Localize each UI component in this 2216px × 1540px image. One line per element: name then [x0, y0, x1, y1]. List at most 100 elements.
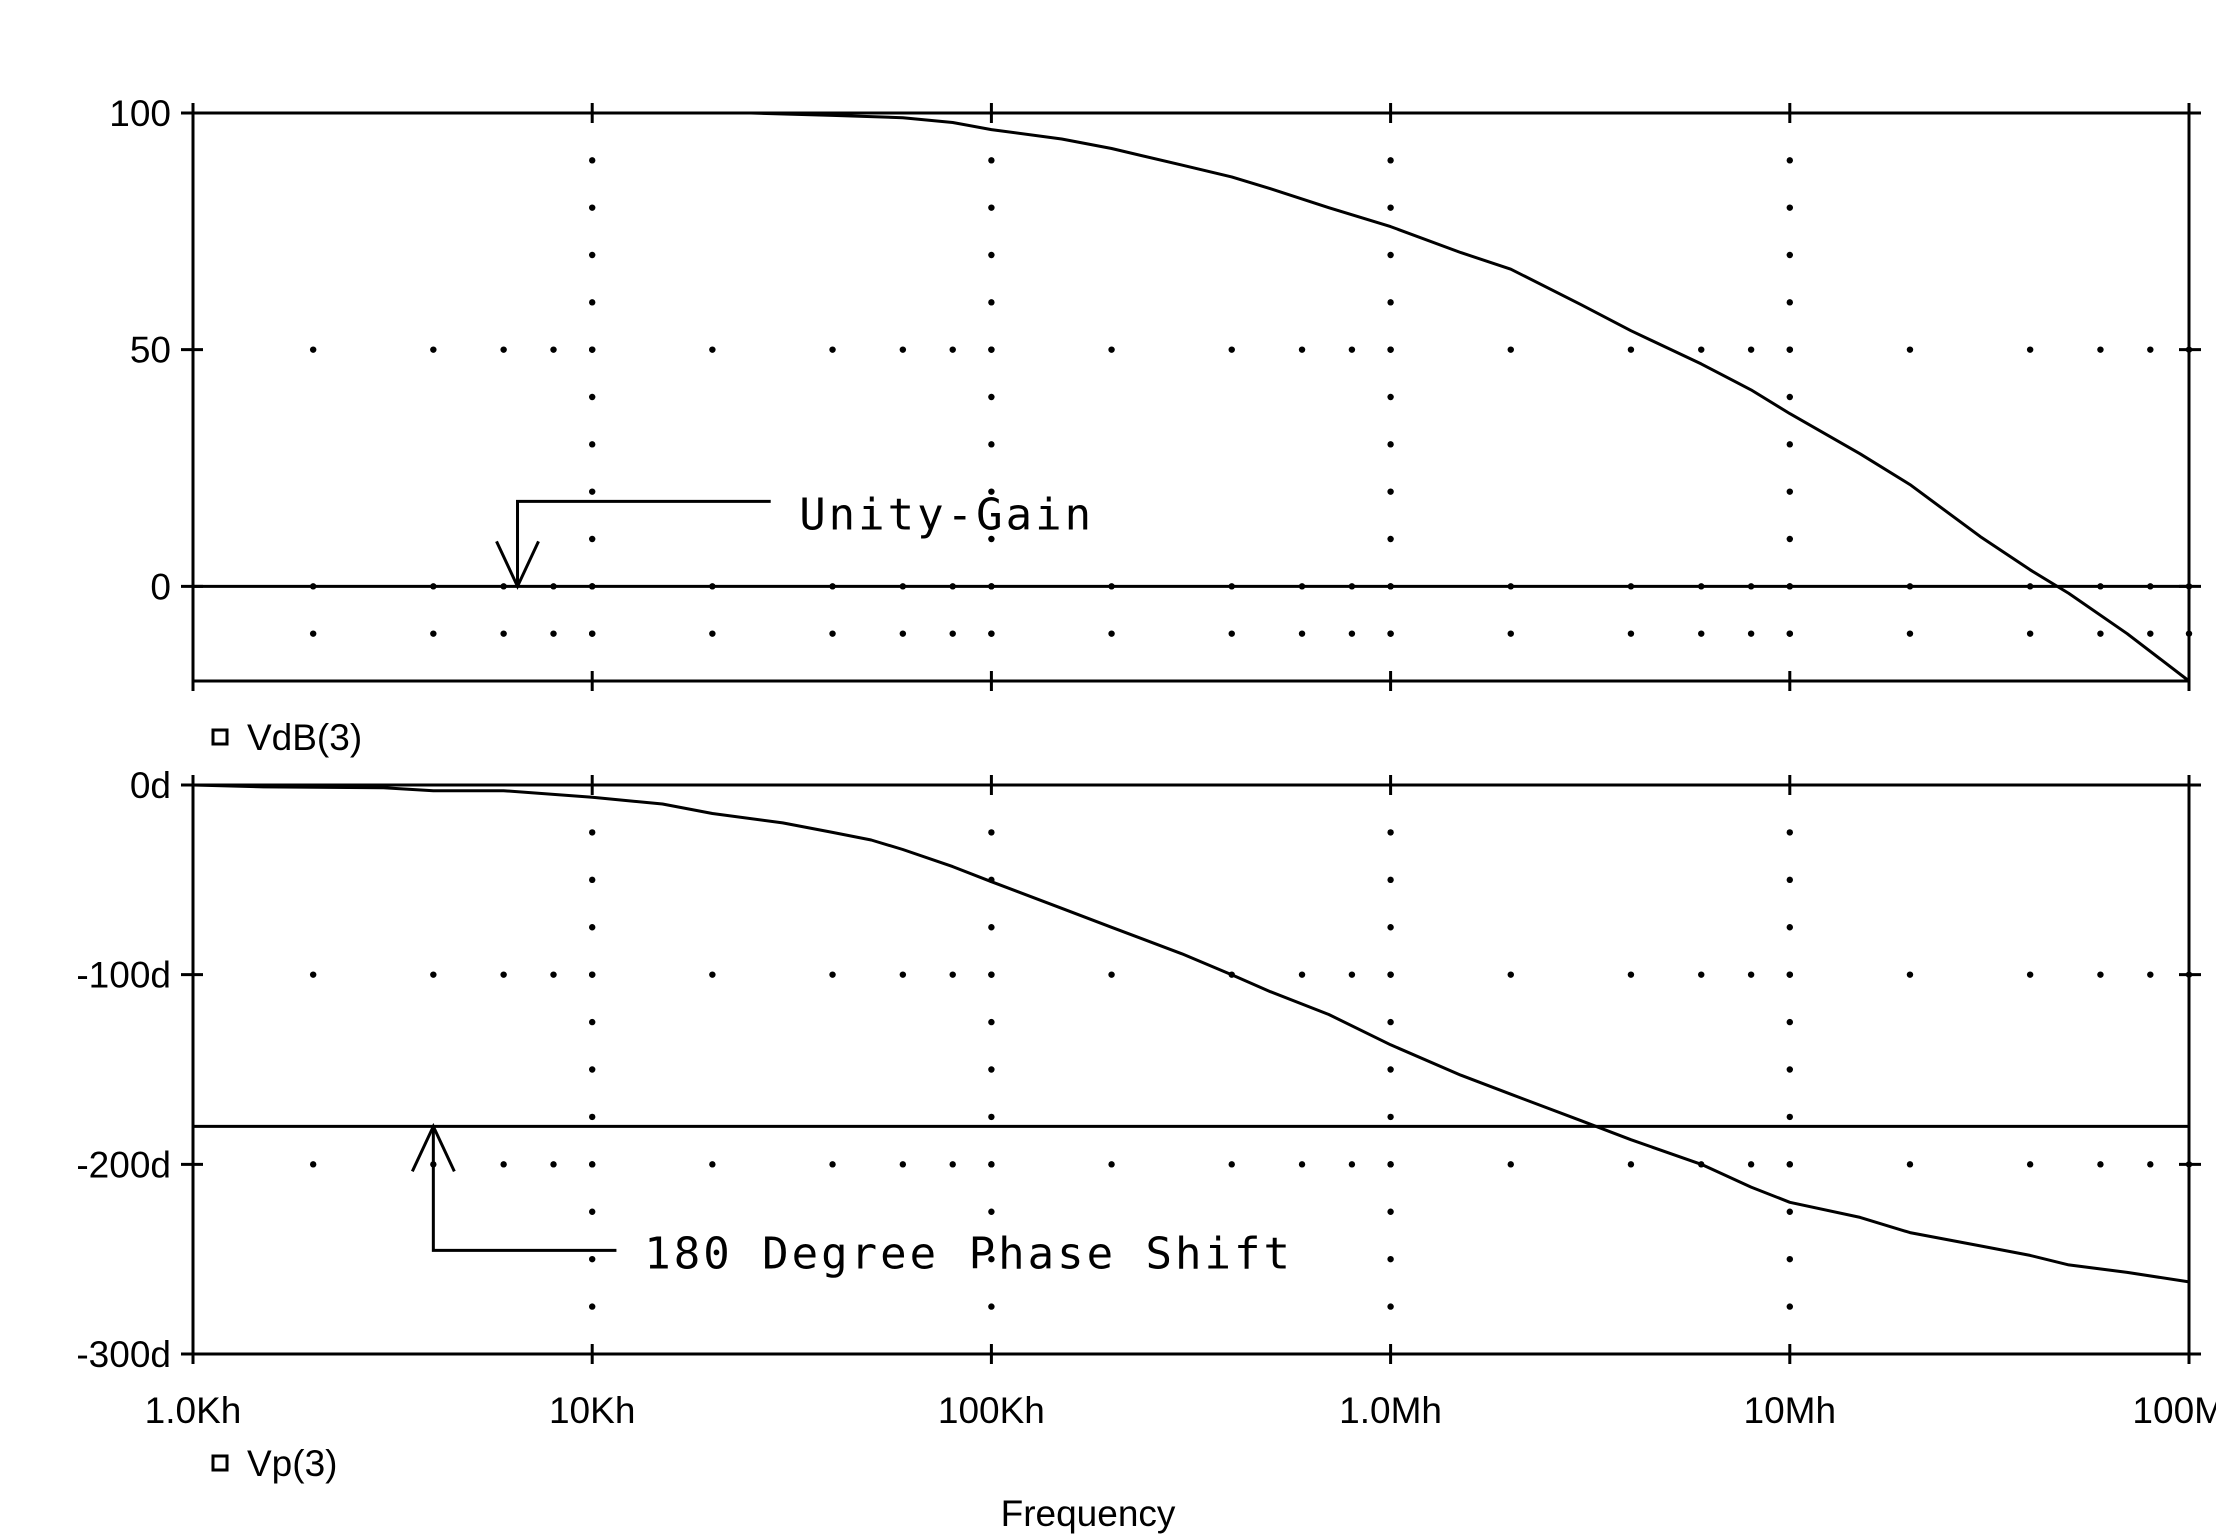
phase-grid-dot	[1786, 1018, 1794, 1026]
phase-grid-dot	[550, 971, 557, 978]
phase-y-tick-label: -200d	[76, 1144, 171, 1185]
unity-gain-annotation: Unity-Gain	[495, 489, 1094, 590]
gain-grid-dot	[1786, 630, 1794, 637]
phase-grid-dot	[1786, 1208, 1794, 1215]
phase-grid-dot	[589, 924, 596, 931]
gain-grid-dot	[1387, 535, 1394, 543]
x-tick-label: 1.0Mh	[1339, 1390, 1442, 1431]
phase-grid-dot	[1507, 1161, 1514, 1168]
phase-grid-dot	[589, 829, 596, 836]
phase-grid-dot	[829, 1161, 836, 1168]
gain-y-tick-label: 0	[150, 566, 171, 607]
unity-gain-label: Unity-Gain	[799, 489, 1094, 540]
phase-grid-dot	[1786, 1303, 1794, 1310]
phase-grid-dot	[1387, 971, 1394, 978]
phase-grid-dot	[589, 1208, 596, 1215]
phase-shift-label: 180 Degree Phase Shift	[644, 1228, 1293, 1279]
phase-grid-dot	[1698, 971, 1705, 978]
gain-grid-dot	[1387, 488, 1394, 495]
gain-grid-dot	[1387, 346, 1394, 353]
gain-grid-dot	[899, 346, 907, 353]
phase-grid-dot	[589, 1113, 596, 1121]
phase-grid-dot	[988, 1161, 995, 1168]
gain-grid-dot	[2185, 630, 2193, 637]
phase-grid-dot	[988, 1208, 995, 1215]
phase-grid-dot	[1627, 971, 1635, 978]
gain-y-tick-label: 100	[109, 93, 171, 134]
gain-grid-dot	[988, 204, 995, 211]
unity-gain-arrowhead	[495, 540, 540, 590]
gain-grid-dot	[309, 346, 317, 353]
gain-grid-dot	[1228, 346, 1235, 353]
gain-grid-dot	[589, 630, 596, 637]
gain-grid-dot	[589, 488, 596, 495]
phase-grid-dot	[589, 1255, 596, 1263]
phase-legend: Vp(3)	[211, 1443, 337, 1484]
gain-grid-dot	[2147, 630, 2154, 637]
phase-shift-leader-line	[431, 1126, 617, 1252]
gain-grid-dot	[1108, 346, 1115, 353]
gain-grid-dot	[2026, 346, 2034, 353]
phase-grid-dot	[500, 971, 507, 978]
gain-grid-dot	[1786, 346, 1794, 353]
phase-grid-dot	[2026, 1161, 2034, 1168]
gain-grid-dot	[1786, 488, 1794, 495]
phase-grid-dot	[589, 1303, 596, 1310]
gain-grid-dot	[1786, 393, 1794, 401]
phase-grid-dot	[1906, 971, 1914, 978]
phase-grid-dot	[309, 971, 317, 978]
phase-grid-dot	[1387, 1303, 1394, 1310]
gain-grid-dot	[1627, 630, 1635, 637]
gain-grid-dot	[1228, 630, 1235, 637]
gain-grid-dot	[988, 299, 995, 306]
gain-grid-dot	[1298, 346, 1306, 353]
phase-grid-dot	[1786, 1113, 1794, 1121]
phase-grid-dot	[988, 1113, 995, 1121]
gain-grid-dot	[1786, 299, 1794, 306]
phase-grid-dot	[899, 1161, 907, 1168]
gain-grid-dot	[1507, 346, 1514, 353]
legend-marker-icon	[211, 728, 229, 746]
gain-grid-dot	[829, 346, 836, 353]
phase-grid-dot	[1228, 1161, 1235, 1168]
phase-grid-dot	[430, 971, 437, 978]
phase-grid-dot	[1786, 1066, 1794, 1073]
gain-grid-dot	[1627, 346, 1635, 353]
gain-grid-dot	[500, 630, 507, 637]
gain-grid-dot	[589, 251, 596, 259]
phase-grid-dot	[988, 1303, 995, 1310]
phase-grid-dot	[949, 1161, 956, 1168]
gain-grid-dot	[988, 346, 995, 353]
gain-grid-dot	[430, 630, 437, 637]
gain-series-line	[193, 111, 2190, 683]
gain-grid-dot	[709, 346, 716, 353]
gain-grid-dot	[589, 441, 596, 448]
phase-grid-dot	[829, 971, 836, 978]
phase-grid-dot	[899, 971, 907, 978]
phase-grid-dot	[500, 1161, 507, 1168]
gain-grid-dot	[1387, 157, 1394, 164]
gain-grid-dot	[589, 204, 596, 211]
gain-grid-dot	[1387, 299, 1394, 306]
phase-grid-dot	[1786, 1255, 1794, 1263]
phase-grid-dot	[1387, 829, 1394, 836]
x-axis-tick-labels: 1.0Kh 10Kh 100Kh 1.0Mh 10Mh 100Mh	[145, 1390, 2216, 1431]
phase-grid-dot	[1627, 1161, 1635, 1168]
gain-grid-dot	[988, 488, 995, 495]
phase-grid-dot	[709, 1161, 716, 1168]
phase-grid-dot	[1786, 876, 1794, 884]
phase-grid-dot	[1348, 1161, 1356, 1168]
gain-grid-dot	[1387, 630, 1394, 637]
phase-grid-dot	[550, 1161, 557, 1168]
phase-shift-arrowhead	[410, 1122, 456, 1173]
gain-grid-dot	[988, 630, 995, 637]
gain-grid-dot	[949, 630, 956, 637]
gain-grid-dot	[1387, 204, 1394, 211]
gain-grid-dot	[589, 346, 596, 353]
gain-grid-dot	[899, 630, 907, 637]
phase-grid-dot	[1387, 924, 1394, 931]
gain-grid-dot	[1786, 157, 1794, 164]
gain-legend: VdB(3)	[211, 717, 362, 758]
gain-grid-dot	[2147, 346, 2154, 353]
